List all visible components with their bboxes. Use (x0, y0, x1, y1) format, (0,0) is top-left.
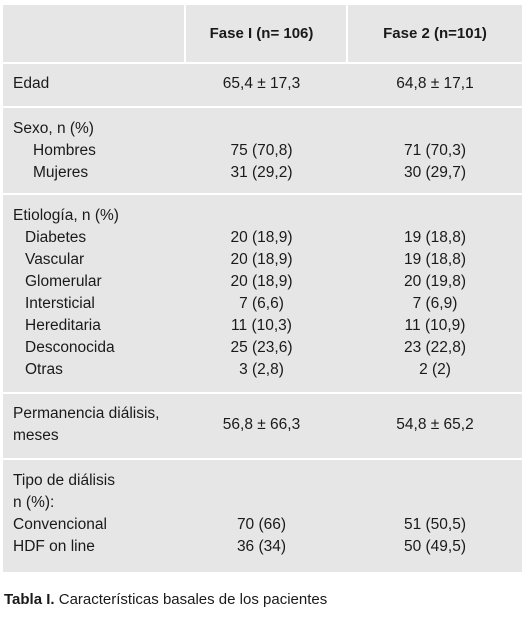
etiologia-row-label: Hereditaria (25, 317, 101, 334)
permanencia-fase1: 56,8 ± 66,3 (222, 416, 301, 433)
etiologia-row-label: Desconocida (25, 339, 115, 356)
etiologia-row-label: Glomerular (25, 273, 102, 290)
tipo-label-line1: Tipo de diálisis (13, 472, 115, 489)
permanencia-label-line1: Permanencia diálisis, (13, 405, 160, 422)
tipo-row-label: Convencional (13, 516, 107, 533)
etiologia-row-fase2: 2 (2) (419, 361, 451, 378)
header-fase2: Fase 2 (n=101) (383, 25, 487, 42)
etiologia-row-fase1: 20 (18,9) (230, 229, 293, 246)
etiologia-row-fase1: 20 (18,9) (230, 273, 293, 290)
etiologia-row-fase2: 19 (18,8) (403, 251, 467, 268)
sexo-row-label: Hombres (33, 142, 96, 159)
etiologia-row-fase2: 7 (6,9) (412, 295, 458, 312)
row-divider (3, 106, 522, 108)
etiologia-row-fase1: 3 (2,8) (239, 361, 284, 378)
edad-fase1: 65,4 ± 17,3 (222, 75, 301, 92)
sexo-row-fase2: 30 (29,7) (403, 164, 467, 181)
edad-fase2: 64,8 ± 17,1 (396, 75, 474, 92)
etiologia-row-fase2: 20 (19,8) (403, 273, 467, 290)
etiologia-row-fase2: 11 (10,9) (404, 317, 466, 334)
sexo-row-label: Mujeres (33, 164, 89, 181)
row-divider (3, 62, 522, 64)
etiologia-row-label: Diabetes (25, 229, 87, 246)
etiologia-row-fase2: 19 (18,8) (403, 229, 467, 246)
etiologia-row-fase1: 25 (23,6) (230, 339, 293, 356)
caption-label: Tabla I. (4, 591, 55, 608)
sexo-row-fase1: 75 (70,8) (230, 142, 293, 159)
etiologia-row-fase2: 23 (22,8) (403, 339, 467, 356)
etiologia-label: Etiología, n (%) (13, 207, 119, 224)
etiologia-row-fase1: 20 (18,9) (230, 251, 293, 268)
baseline-characteristics-table: Fase I (n= 106) Fase 2 (n=101) Edad 65,4… (3, 5, 522, 572)
tipo-row-fase2: 51 (50,5) (403, 516, 467, 533)
caption-text: Características basales de los pacientes (54, 591, 328, 608)
permanencia-label-line2: meses (13, 427, 59, 444)
etiologia-row-label: Otras (25, 361, 63, 378)
row-divider (3, 458, 522, 460)
etiologia-row-fase1: 7 (6,6) (239, 295, 284, 312)
sexo-row-fase2: 71 (70,3) (403, 142, 467, 159)
sexo-label: Sexo, n (%) (13, 120, 94, 137)
tipo-row-label: HDF on line (13, 538, 95, 555)
header-fase1: Fase I (n= 106) (209, 25, 314, 42)
table-caption: Tabla I. Características basales de los … (4, 591, 327, 608)
permanencia-fase2: 54,8 ± 65,2 (396, 416, 474, 433)
etiologia-row-label: Intersticial (25, 295, 95, 312)
tipo-row-fase1: 36 (34) (236, 538, 287, 555)
tipo-row-fase2: 50 (49,5) (403, 538, 467, 555)
tipo-label-line2: n (%): (13, 494, 55, 511)
tipo-row-fase1: 70 (66) (236, 516, 287, 533)
edad-label: Edad (13, 75, 50, 92)
etiologia-row-label: Vascular (25, 251, 85, 268)
header-divider (346, 5, 348, 62)
etiologia-row-fase1: 11 (10,3) (231, 317, 292, 334)
row-divider (3, 392, 522, 394)
row-divider (3, 193, 522, 195)
header-divider (184, 5, 186, 62)
sexo-row-fase1: 31 (29,2) (230, 164, 293, 181)
